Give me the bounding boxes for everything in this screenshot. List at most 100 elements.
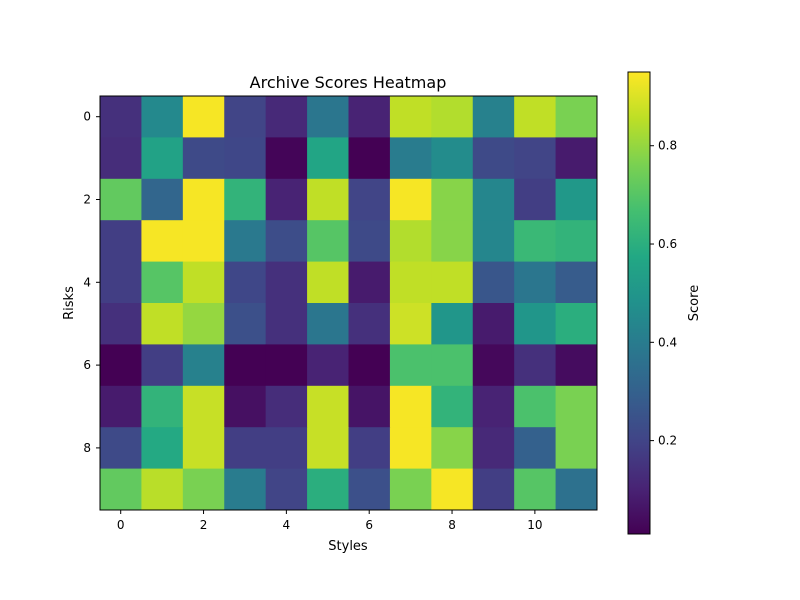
heatmap-cell	[472, 385, 515, 428]
heatmap-cell	[431, 427, 474, 470]
heatmap-cell	[182, 96, 225, 138]
heatmap-cell	[265, 178, 308, 221]
heatmap-cell	[307, 468, 349, 511]
heatmap-cell	[348, 137, 391, 180]
x-tick-label: 10	[527, 518, 542, 532]
heatmap-cell	[514, 261, 557, 304]
colorbar	[627, 71, 651, 535]
heatmap-cell	[431, 344, 474, 387]
heatmap-cell	[472, 220, 515, 263]
heatmap-cell	[472, 137, 515, 180]
heatmap-cell	[348, 96, 391, 138]
heatmap-cell	[141, 220, 184, 263]
colorbar-tick-label: 0.8	[658, 139, 677, 153]
heatmap-cell	[182, 303, 225, 345]
heatmap-cell	[431, 137, 474, 180]
heatmap-cell	[431, 261, 474, 304]
heatmap-cell	[265, 137, 308, 180]
heatmap-cell	[514, 303, 557, 345]
heatmap-cell	[514, 137, 557, 180]
heatmap-cell	[514, 468, 557, 511]
colorbar-label: Score	[687, 285, 702, 321]
heatmap-cell	[472, 303, 515, 345]
heatmap-cell	[265, 427, 308, 470]
heatmap-cell	[389, 468, 432, 511]
heatmap-cell	[141, 261, 184, 304]
x-tick-label: 0	[117, 518, 125, 532]
heatmap-cell	[307, 303, 349, 345]
heatmap-cell	[224, 385, 267, 428]
y-tick-label: 2	[83, 193, 91, 207]
heatmap-cell	[182, 178, 225, 221]
heatmap-cell	[555, 385, 598, 428]
heatmap-cell	[514, 178, 557, 221]
heatmap-cell	[100, 178, 142, 221]
heatmap-cell	[555, 137, 598, 180]
heatmap-cell	[265, 261, 308, 304]
heatmap-cell	[472, 468, 515, 511]
heatmap-cell	[472, 261, 515, 304]
heatmap-cell	[182, 344, 225, 387]
heatmap-cell	[389, 385, 432, 428]
heatmap-cell	[389, 303, 432, 345]
heatmap-cell	[555, 261, 598, 304]
heatmap-cell	[431, 220, 474, 263]
heatmap-cell	[307, 178, 349, 221]
heatmap-cell	[389, 427, 432, 470]
heatmap-cell	[307, 96, 349, 138]
y-tick-label: 8	[83, 441, 91, 455]
heatmap-cell	[224, 178, 267, 221]
heatmap-cell	[224, 261, 267, 304]
heatmap-cell	[348, 178, 391, 221]
x-tick-label: 8	[448, 518, 456, 532]
plot-frame	[99, 95, 598, 511]
x-axis-ticks: 0 2 4 6 8 10	[117, 510, 543, 532]
chart-title: Archive Scores Heatmap	[250, 73, 447, 92]
heatmap-cell	[141, 468, 184, 511]
heatmap-cell	[265, 96, 308, 138]
heatmap-cell	[182, 137, 225, 180]
heatmap-cell	[348, 468, 391, 511]
heatmap-cell	[348, 344, 391, 387]
heatmap-cell	[141, 344, 184, 387]
x-tick-label: 4	[283, 518, 291, 532]
heatmap-cell	[389, 137, 432, 180]
heatmap-cell	[514, 344, 557, 387]
heatmap-cell	[348, 303, 391, 345]
heatmap-cell	[141, 178, 184, 221]
heatmap-cell	[307, 385, 349, 428]
heatmap-cell	[307, 261, 349, 304]
heatmap-cell	[431, 468, 474, 511]
heatmap-cell	[265, 303, 308, 345]
heatmap-cell	[348, 385, 391, 428]
heatmap-cells	[100, 96, 598, 511]
heatmap-cell	[472, 96, 515, 138]
heatmap-cell	[224, 427, 267, 470]
heatmap-cell	[100, 303, 142, 345]
colorbar-ticks: 0.2 0.4 0.6 0.8	[650, 139, 677, 448]
heatmap-cell	[141, 427, 184, 470]
heatmap-cell	[348, 261, 391, 304]
heatmap-cell	[389, 261, 432, 304]
heatmap-cell	[224, 96, 267, 138]
heatmap-cell	[100, 261, 142, 304]
heatmap-cell	[555, 220, 598, 263]
heatmap-cell	[100, 220, 142, 263]
heatmap-cell	[100, 344, 142, 387]
heatmap-cell	[100, 137, 142, 180]
heatmap-cell	[182, 261, 225, 304]
y-tick-label: 0	[83, 110, 91, 124]
colorbar-tick-label: 0.2	[658, 434, 677, 448]
heatmap-cell	[555, 178, 598, 221]
heatmap-cell	[389, 344, 432, 387]
heatmap-cell	[141, 137, 184, 180]
heatmap-cell	[182, 427, 225, 470]
heatmap-cell	[555, 427, 598, 470]
heatmap-cell	[224, 468, 267, 511]
heatmap-cell	[389, 220, 432, 263]
x-tick-label: 6	[365, 518, 373, 532]
heatmap-cell	[182, 220, 225, 263]
heatmap-cell	[514, 220, 557, 263]
heatmap-cell	[555, 303, 598, 345]
